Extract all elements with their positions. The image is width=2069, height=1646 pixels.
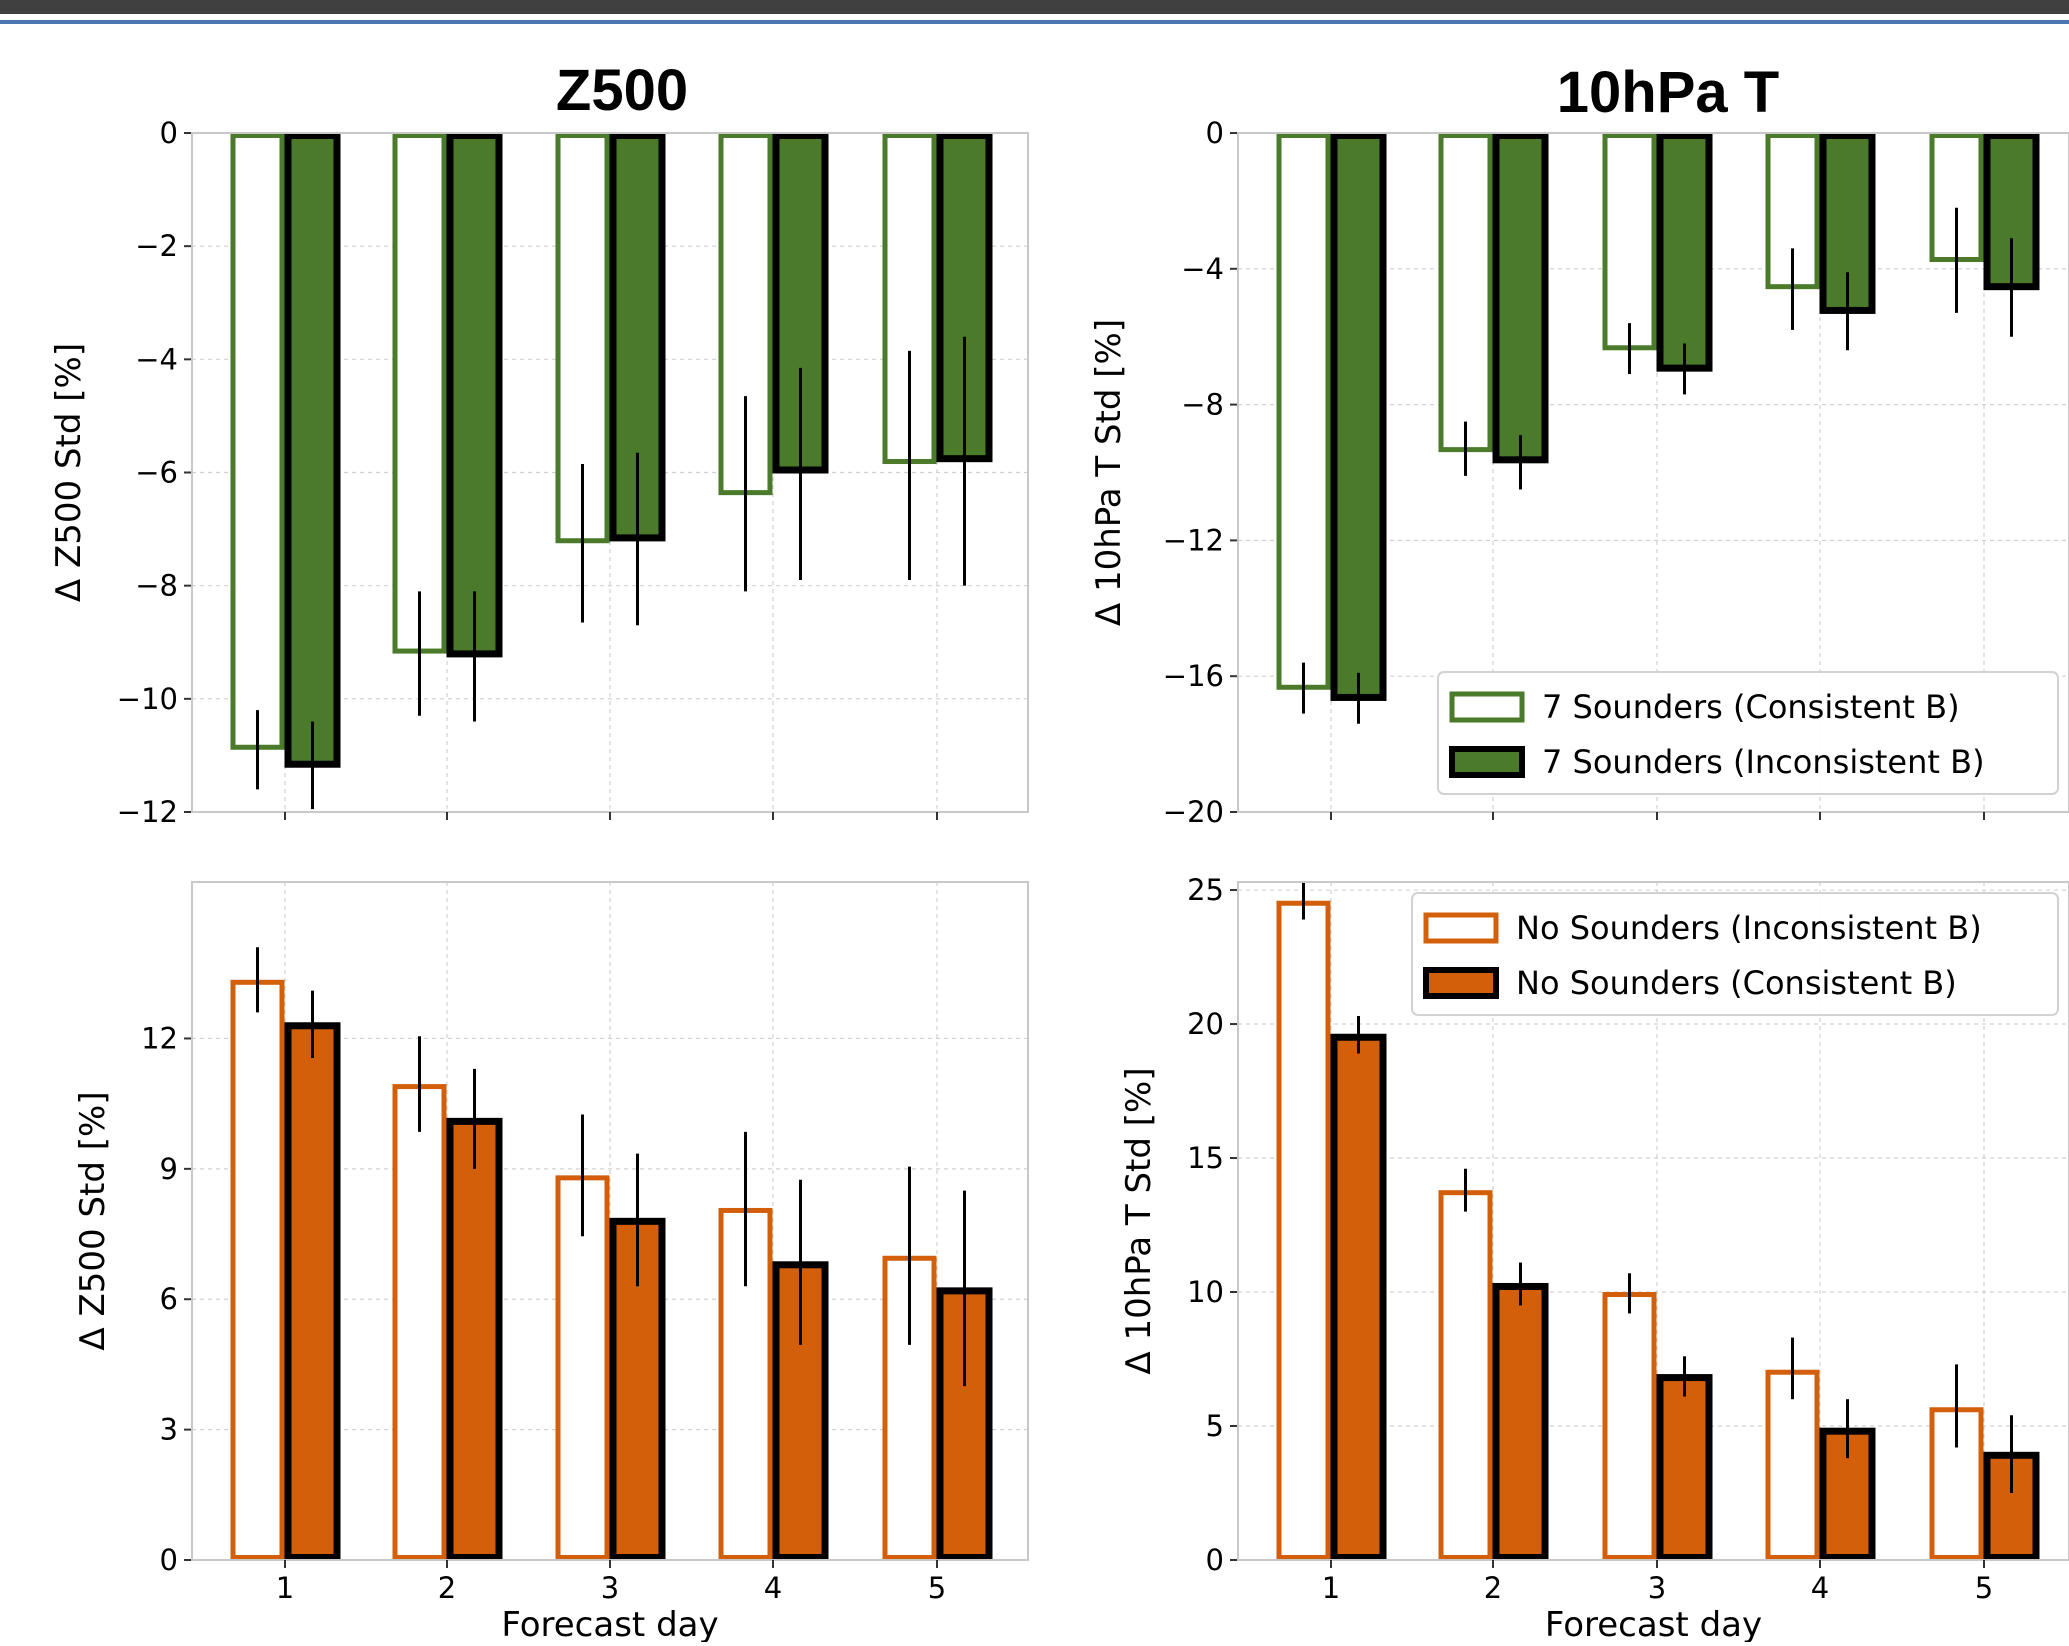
y-axis-label: Δ 10hPa T Std [%] bbox=[1119, 1067, 1159, 1374]
bar-hollow bbox=[1602, 133, 1657, 351]
y-tick-label: 15 bbox=[1187, 1141, 1224, 1175]
plot-frame bbox=[1237, 132, 2069, 813]
y-tick-label: 0 bbox=[160, 116, 178, 150]
legend-swatch bbox=[1449, 691, 1525, 723]
bar-filled bbox=[1330, 132, 1387, 701]
top-blue-line bbox=[0, 20, 2069, 24]
legend-label: No Sounders (Inconsistent B) bbox=[1516, 909, 1982, 947]
bar-hollow bbox=[1602, 1292, 1657, 1561]
y-tick-label: −12 bbox=[1163, 523, 1224, 557]
x-tick-label: 5 bbox=[928, 1571, 946, 1605]
y-tick-label: −16 bbox=[1163, 659, 1224, 693]
chart-top-left: 0 −2 −4 −6 −8 −10 −12 Δ Z500 Std [%] bbox=[49, 116, 1029, 829]
x-axis-label: Forecast day bbox=[501, 1605, 718, 1642]
chart-top-right: 0 −4 −8 −12 −16 −20 Δ 10hPa T Std [%] 7 Sounder… bbox=[1089, 116, 2069, 829]
x-tick-label: 2 bbox=[1484, 1571, 1502, 1605]
bar-filled bbox=[446, 1117, 503, 1561]
legend-label: 7 Sounders (Inconsistent B) bbox=[1542, 743, 1985, 781]
chart-bottom-right: 0 5 10 15 20 25 1 2 3 4 5 Δ 10hPa T Std [%] Forecast… bbox=[1119, 873, 2069, 1645]
x-tick-label: 2 bbox=[438, 1571, 456, 1605]
panel-title-right: 10hPa T bbox=[1557, 60, 1779, 125]
y-tick-label: −20 bbox=[1163, 795, 1224, 829]
plot-frame bbox=[1237, 881, 2069, 1561]
bar-hollow bbox=[1276, 133, 1331, 690]
panel-title-left: Z500 bbox=[556, 58, 688, 123]
x-tick-label: 1 bbox=[276, 1571, 294, 1605]
bar-hollow bbox=[1765, 1369, 1820, 1560]
x-tick-label: 3 bbox=[601, 1571, 619, 1605]
top-dark-bar bbox=[0, 0, 2069, 14]
y-tick-label: 0 bbox=[160, 1543, 178, 1577]
x-tick-label: 5 bbox=[1975, 1571, 1993, 1605]
y-tick-label: −2 bbox=[135, 229, 178, 263]
y-tick-label: −4 bbox=[1181, 252, 1224, 286]
y-tick-label: 3 bbox=[160, 1413, 178, 1447]
bar-hollow bbox=[1438, 1190, 1493, 1560]
bar-filled bbox=[1656, 132, 1713, 372]
y-tick-label: 5 bbox=[1206, 1409, 1224, 1443]
y-tick-label: 0 bbox=[1206, 1543, 1224, 1577]
bar-filled bbox=[284, 132, 341, 768]
x-tick-label: 3 bbox=[1648, 1571, 1666, 1605]
y-tick-label: 20 bbox=[1187, 1007, 1224, 1041]
bar-hollow bbox=[1276, 900, 1331, 1560]
bar-filled bbox=[446, 132, 503, 658]
y-tick-label: −4 bbox=[135, 342, 178, 376]
bar-filled bbox=[1330, 1033, 1387, 1561]
y-tick-label: −12 bbox=[117, 795, 178, 829]
legend-box bbox=[1437, 671, 2059, 795]
bar-filled bbox=[284, 1022, 341, 1561]
legend-swatch bbox=[1423, 967, 1499, 999]
y-axis-label: Δ Z500 Std [%] bbox=[49, 343, 89, 602]
bar-hollow bbox=[230, 133, 285, 750]
y-tick-label: 12 bbox=[141, 1021, 178, 1055]
x-tick-label: 4 bbox=[1811, 1571, 1829, 1605]
y-tick-label: −8 bbox=[135, 569, 178, 603]
bar-filled bbox=[1656, 1374, 1713, 1562]
bar-hollow bbox=[1438, 133, 1493, 453]
y-tick-label: 0 bbox=[1206, 116, 1224, 150]
chart-panels: 0 −2 −4 −6 −8 −10 −12 Δ Z500 Std [%] 0 −4 −8 −12 −16… bbox=[49, 116, 2069, 1645]
bar-filled bbox=[1492, 1282, 1549, 1562]
legend-label: 7 Sounders (Consistent B) bbox=[1542, 688, 1960, 726]
y-axis-label: Δ 10hPa T Std [%] bbox=[1089, 319, 1129, 626]
bar-hollow bbox=[555, 1175, 610, 1560]
bar-hollow bbox=[392, 133, 447, 654]
bar-filled bbox=[1492, 132, 1549, 464]
bar-hollow bbox=[230, 979, 285, 1560]
bar-hollow bbox=[392, 1084, 447, 1561]
y-tick-label: 10 bbox=[1187, 1275, 1224, 1309]
x-axis-label: Forecast day bbox=[1545, 1605, 1762, 1642]
legend-box bbox=[1411, 892, 2059, 1016]
y-tick-label: 9 bbox=[160, 1152, 178, 1186]
y-tick-label: −10 bbox=[117, 682, 178, 716]
legend-label: No Sounders (Consistent B) bbox=[1516, 964, 1957, 1002]
legend-swatch bbox=[1449, 746, 1525, 778]
y-tick-label: 6 bbox=[160, 1282, 178, 1316]
x-tick-label: 4 bbox=[764, 1571, 782, 1605]
bar-hollow bbox=[882, 133, 937, 465]
y-axis-label: Δ Z500 Std [%] bbox=[73, 1091, 113, 1350]
x-tick-label: 1 bbox=[1322, 1571, 1340, 1605]
y-tick-label: 25 bbox=[1187, 873, 1224, 907]
y-tick-label: −8 bbox=[1181, 388, 1224, 422]
legend-swatch bbox=[1423, 912, 1499, 944]
y-tick-label: −6 bbox=[135, 456, 178, 490]
